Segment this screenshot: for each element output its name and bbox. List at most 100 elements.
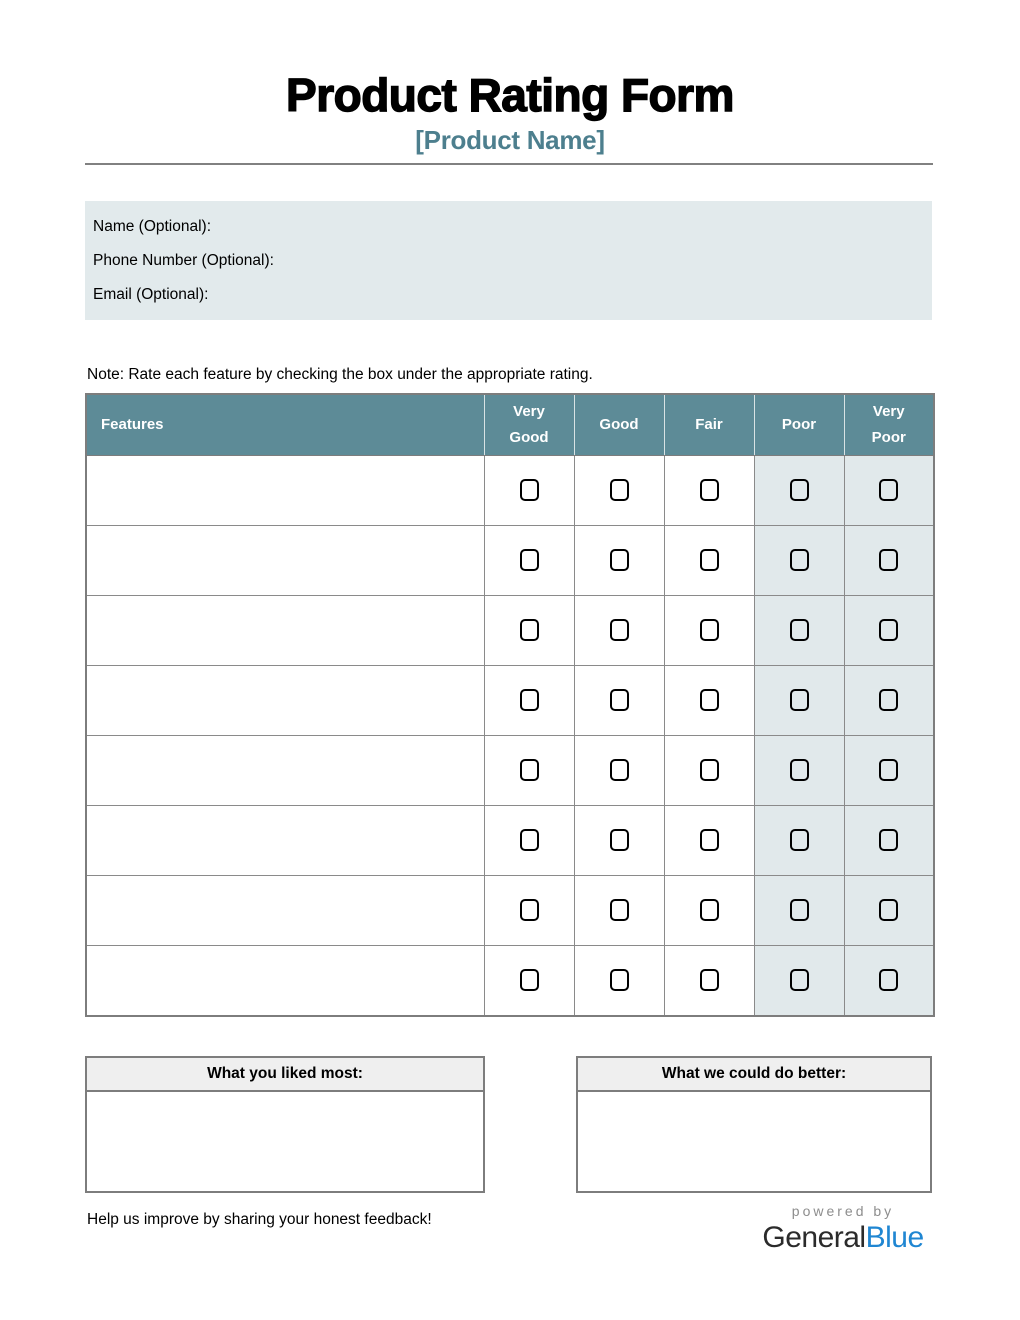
feature-name-cell[interactable] xyxy=(85,524,485,596)
contact-field-email[interactable]: Email (Optional): xyxy=(93,285,209,303)
rating-checkbox-very-poor[interactable] xyxy=(879,969,899,992)
rating-table-header-row: Features Very Good Good Fair Poor Very P… xyxy=(86,393,934,456)
liked-most-input-area[interactable] xyxy=(87,1091,483,1191)
rating-cell-very-poor xyxy=(843,594,935,666)
column-header-good: Good xyxy=(573,393,664,456)
feature-name-cell[interactable] xyxy=(85,874,485,946)
rating-checkbox-fair[interactable] xyxy=(699,549,719,572)
rating-checkbox-good[interactable] xyxy=(609,899,629,922)
rating-checkbox-poor[interactable] xyxy=(789,969,809,992)
rating-cell-poor xyxy=(753,524,845,596)
rating-cell-good xyxy=(573,594,665,666)
rating-checkbox-very-good[interactable] xyxy=(519,899,539,922)
rating-checkbox-very-good[interactable] xyxy=(519,759,539,782)
rating-table-row xyxy=(85,734,935,806)
rating-checkbox-very-good[interactable] xyxy=(519,689,539,712)
rating-cell-fair xyxy=(663,594,755,666)
contact-field-phone[interactable]: Phone Number (Optional): xyxy=(93,251,274,269)
rating-checkbox-very-good[interactable] xyxy=(519,479,539,502)
powered-by-label: powered by xyxy=(791,1202,895,1219)
rating-cell-good xyxy=(573,944,665,1017)
rating-cell-fair xyxy=(663,664,755,736)
rating-cell-good xyxy=(573,524,665,596)
rating-checkbox-very-poor[interactable] xyxy=(879,829,899,852)
rating-checkbox-poor[interactable] xyxy=(789,619,809,642)
rating-cell-very-good xyxy=(483,454,575,526)
rating-checkbox-good[interactable] xyxy=(609,759,629,782)
rating-checkbox-very-poor[interactable] xyxy=(879,549,899,572)
footer-message: Help us improve by sharing your honest f… xyxy=(87,1210,432,1228)
do-better-header: What we could do better: xyxy=(578,1057,930,1092)
rating-cell-poor xyxy=(753,594,845,666)
liked-most-header: What you liked most: xyxy=(87,1057,483,1092)
rating-cell-very-poor xyxy=(843,454,935,526)
rating-table-body xyxy=(85,454,935,1017)
rating-cell-good xyxy=(573,664,665,736)
rating-checkbox-very-good[interactable] xyxy=(519,549,539,572)
rating-checkbox-very-good[interactable] xyxy=(519,969,539,992)
rating-checkbox-very-poor[interactable] xyxy=(879,689,899,712)
rating-checkbox-fair[interactable] xyxy=(699,829,719,852)
brand-general: General xyxy=(762,1220,866,1254)
rating-checkbox-fair[interactable] xyxy=(699,479,719,502)
rating-cell-poor xyxy=(753,664,845,736)
rating-checkbox-fair[interactable] xyxy=(699,899,719,922)
rating-checkbox-poor[interactable] xyxy=(789,759,809,782)
rating-table-row xyxy=(85,524,935,596)
brand-blue: Blue xyxy=(865,1220,925,1254)
rating-checkbox-very-poor[interactable] xyxy=(879,619,899,642)
feature-name-cell[interactable] xyxy=(85,944,485,1017)
feature-name-cell[interactable] xyxy=(85,454,485,526)
rating-checkbox-fair[interactable] xyxy=(699,969,719,992)
rating-cell-good xyxy=(573,874,665,946)
rating-checkbox-fair[interactable] xyxy=(699,689,719,712)
rating-checkbox-good[interactable] xyxy=(609,689,629,712)
do-better-box: What we could do better: xyxy=(576,1055,932,1193)
rating-checkbox-good[interactable] xyxy=(609,619,629,642)
column-header-very-poor: Very Poor xyxy=(843,393,934,456)
rating-checkbox-good[interactable] xyxy=(609,479,629,502)
rating-cell-very-good xyxy=(483,874,575,946)
rating-table-row xyxy=(85,804,935,876)
rating-cell-fair xyxy=(663,874,755,946)
rating-checkbox-fair[interactable] xyxy=(699,759,719,782)
rating-cell-very-poor xyxy=(843,664,935,736)
do-better-input-area[interactable] xyxy=(578,1091,930,1191)
rating-cell-fair xyxy=(663,454,755,526)
brand-logo-text: GeneralBlue xyxy=(728,1221,958,1255)
rating-checkbox-very-poor[interactable] xyxy=(879,479,899,502)
rating-checkbox-poor[interactable] xyxy=(789,899,809,922)
rating-checkbox-very-good[interactable] xyxy=(519,619,539,642)
header-divider xyxy=(85,162,933,165)
rating-cell-very-good xyxy=(483,734,575,806)
contact-field-name[interactable]: Name (Optional): xyxy=(93,217,212,235)
rating-checkbox-very-poor[interactable] xyxy=(879,899,899,922)
contact-info-section: Name (Optional): Phone Number (Optional)… xyxy=(85,200,932,320)
rating-cell-fair xyxy=(663,804,755,876)
rating-checkbox-very-poor[interactable] xyxy=(879,759,899,782)
feature-name-cell[interactable] xyxy=(85,594,485,666)
feature-name-cell[interactable] xyxy=(85,804,485,876)
rating-checkbox-poor[interactable] xyxy=(789,689,809,712)
rating-checkbox-good[interactable] xyxy=(609,549,629,572)
feature-name-cell[interactable] xyxy=(85,664,485,736)
rating-cell-very-poor xyxy=(843,874,935,946)
rating-table-row xyxy=(85,664,935,736)
rating-checkbox-poor[interactable] xyxy=(789,829,809,852)
rating-table-row xyxy=(85,874,935,946)
rating-checkbox-good[interactable] xyxy=(609,829,629,852)
rating-checkbox-poor[interactable] xyxy=(789,479,809,502)
rating-checkbox-fair[interactable] xyxy=(699,619,719,642)
rating-cell-fair xyxy=(663,524,755,596)
product-name-subtitle: [Product Name] xyxy=(415,124,605,155)
rating-cell-poor xyxy=(753,944,845,1017)
rating-checkbox-very-good[interactable] xyxy=(519,829,539,852)
rating-checkbox-poor[interactable] xyxy=(789,549,809,572)
rating-table: Features Very Good Good Fair Poor Very P… xyxy=(85,392,935,1017)
rating-cell-poor xyxy=(753,804,845,876)
feature-name-cell[interactable] xyxy=(85,734,485,806)
rating-cell-very-poor xyxy=(843,944,935,1017)
footer: Help us improve by sharing your honest f… xyxy=(87,1203,958,1255)
rating-checkbox-good[interactable] xyxy=(609,969,629,992)
rating-table-row xyxy=(85,454,935,526)
